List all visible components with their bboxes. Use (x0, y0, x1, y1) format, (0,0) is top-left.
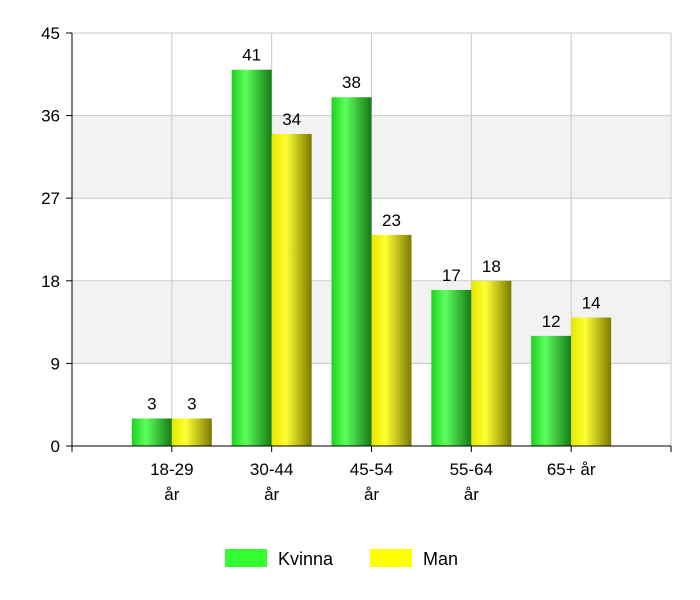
bar-value-label: 18 (482, 257, 501, 276)
bar-value-label: 41 (242, 46, 261, 65)
legend-label-kvinna: Kvinna (278, 549, 334, 569)
x-tick-label: 65+ år (547, 460, 596, 479)
legend-label-man: Man (423, 549, 458, 569)
x-axis-ticks: 18-29 år 30-44 år 45-54 år 55-64 år 65+ år (71, 446, 672, 504)
bar-man (471, 280, 512, 446)
y-tick-label: 27 (41, 189, 60, 208)
x-tick-label: 30-44 (250, 460, 293, 479)
x-tick-label: 45-54 (350, 460, 393, 479)
bar-kvinna (531, 335, 572, 446)
bar-value-labels: 3 41 38 17 12 3 34 23 18 14 (147, 46, 601, 414)
y-axis-ticks: 0 9 18 27 36 45 (41, 24, 72, 456)
bar-man (271, 133, 312, 446)
x-tick-label: 55-64 (450, 460, 493, 479)
bar-value-label: 17 (442, 266, 461, 285)
y-tick-label: 18 (41, 272, 60, 291)
bar-man (171, 418, 212, 446)
y-tick-label: 0 (51, 437, 60, 456)
x-tick-label: år (264, 485, 279, 504)
x-tick-label: år (364, 485, 379, 504)
bar-value-label: 3 (187, 394, 196, 413)
bar-value-label: 12 (542, 312, 561, 331)
bar-man (371, 234, 412, 446)
y-tick-label: 9 (51, 354, 60, 373)
x-tick-label: 18-29 (150, 460, 193, 479)
bars (131, 69, 612, 446)
bar-value-label: 34 (282, 110, 301, 129)
x-tick-label: år (164, 485, 179, 504)
bar-value-label: 14 (582, 294, 601, 313)
bar-kvinna (131, 418, 172, 446)
legend-swatch-kvinna (225, 549, 267, 567)
bar-value-label: 3 (147, 394, 156, 413)
bar-man (571, 317, 612, 446)
legend: Kvinna Man (225, 549, 458, 569)
y-tick-label: 36 (41, 107, 60, 126)
bar-kvinna (231, 69, 272, 446)
legend-swatch-man (370, 549, 412, 567)
bar-kvinna (331, 97, 372, 446)
bar-value-label: 23 (382, 211, 401, 230)
axes (66, 33, 671, 452)
y-tick-label: 45 (41, 24, 60, 43)
x-tick-label: år (464, 485, 479, 504)
bar-kvinna (431, 289, 472, 446)
bar-value-label: 38 (342, 73, 361, 92)
